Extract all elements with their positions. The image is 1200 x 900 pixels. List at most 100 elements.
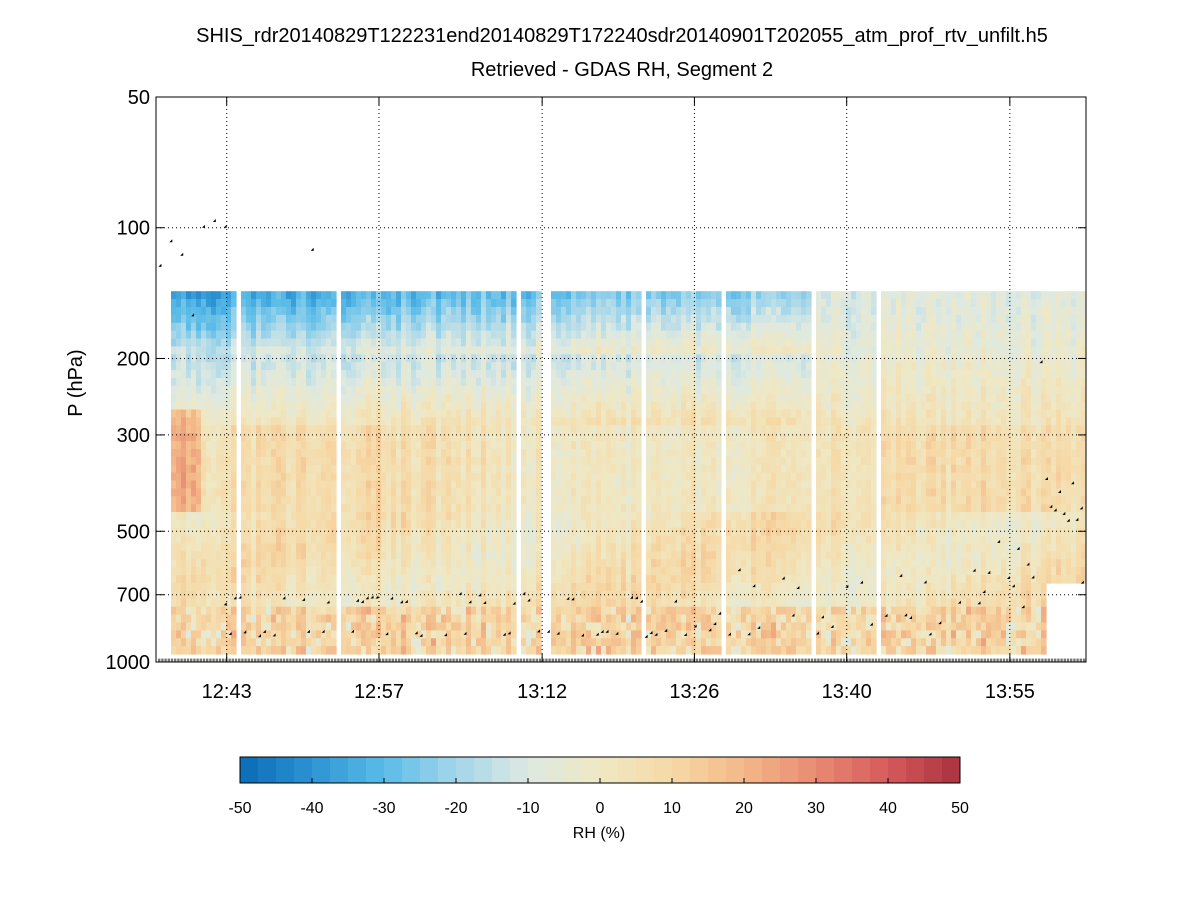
cloud-marker — [1080, 580, 1084, 584]
cloud-marker — [321, 629, 325, 633]
cloud-marker — [546, 629, 550, 633]
surface-marker — [350, 658, 353, 662]
surface-marker — [820, 658, 823, 662]
surface-marker — [1009, 658, 1012, 662]
surface-marker — [199, 658, 202, 662]
chart-title-line2: Retrieved - GDAS RH, Segment 2 — [471, 59, 773, 81]
surface-marker — [1015, 658, 1018, 662]
surface-marker — [628, 658, 631, 662]
surface-marker — [394, 658, 398, 662]
surface-marker — [526, 658, 529, 662]
cloud-marker — [923, 580, 927, 584]
surface-marker — [1038, 658, 1041, 662]
colorbar-tick-label: -30 — [372, 800, 395, 817]
surface-marker — [753, 658, 756, 662]
colorbar-segment — [456, 757, 475, 783]
colorbar-segment — [276, 757, 295, 783]
cloud-marker — [180, 252, 184, 256]
surface-marker — [260, 658, 263, 662]
surface-marker — [292, 658, 295, 662]
cloud-marker — [326, 600, 330, 604]
surface-marker — [810, 658, 814, 662]
colorbar-segment — [834, 757, 853, 783]
surface-marker — [804, 658, 807, 662]
surface-marker — [554, 658, 558, 662]
cloud-marker — [238, 595, 242, 599]
y-tick-label: 1000 — [106, 652, 151, 674]
surface-marker — [650, 658, 654, 662]
surface-marker — [282, 658, 286, 662]
surface-marker — [273, 658, 276, 662]
surface-marker — [407, 658, 410, 662]
surface-marker — [452, 658, 455, 662]
surface-marker — [494, 658, 497, 662]
surface-marker — [318, 658, 321, 662]
cloud-marker — [223, 224, 227, 228]
surface-marker — [740, 658, 743, 662]
surface-marker — [170, 658, 174, 662]
cloud-marker — [419, 633, 423, 637]
cloud-marker — [909, 616, 913, 620]
cloud-marker — [512, 601, 516, 605]
cloud-marker — [1016, 546, 1020, 550]
colorbar-segment — [780, 757, 799, 783]
surface-marker — [1002, 658, 1006, 662]
surface-marker — [823, 658, 826, 662]
colorbar-segment — [600, 757, 619, 783]
colorbar-tick-label: 40 — [879, 800, 897, 817]
surface-marker — [359, 658, 362, 662]
surface-marker — [887, 658, 890, 662]
colorbar-segment — [564, 757, 583, 783]
surface-marker — [420, 658, 423, 662]
surface-marker — [1070, 658, 1073, 662]
cloud-marker — [527, 598, 531, 602]
colorbar-label: RH (%) — [573, 825, 625, 842]
colorbar-segment — [690, 757, 709, 783]
surface-marker — [586, 658, 590, 662]
surface-marker — [750, 658, 753, 662]
surface-marker — [548, 658, 551, 662]
cloud-marker — [1031, 575, 1035, 579]
surface-marker — [321, 658, 324, 662]
surface-marker — [228, 658, 231, 662]
surface-marker — [186, 658, 190, 662]
surface-marker — [449, 658, 452, 662]
colorbar-segment — [924, 757, 943, 783]
surface-marker — [414, 658, 417, 662]
surface-marker — [657, 658, 660, 662]
cloud-marker — [605, 629, 609, 633]
surface-marker — [257, 658, 260, 662]
surface-marker — [1006, 658, 1009, 662]
colorbar-segment — [330, 757, 349, 783]
surface-marker — [714, 658, 718, 662]
cloud-marker — [458, 592, 462, 596]
cloud-marker — [404, 599, 408, 603]
surface-marker — [388, 658, 391, 662]
colorbar-tick-label: 30 — [807, 800, 825, 817]
cloud-marker — [306, 629, 310, 633]
surface-marker — [935, 658, 938, 662]
surface-marker — [734, 658, 737, 662]
surface-marker — [385, 658, 388, 662]
surface-marker — [1073, 658, 1076, 662]
surface-marker — [167, 658, 170, 662]
surface-marker — [919, 658, 922, 662]
surface-marker — [926, 658, 929, 662]
colorbar-segment — [798, 757, 817, 783]
surface-marker — [484, 658, 487, 662]
cloud-marker — [483, 601, 487, 605]
surface-marker — [202, 658, 206, 662]
surface-marker — [967, 658, 970, 662]
y-axis: 50 100 200 300 500 700 1000 — [106, 87, 1086, 674]
surface-marker — [462, 658, 465, 662]
surface-marker — [593, 658, 596, 662]
cloud-marker — [693, 624, 697, 628]
surface-marker — [436, 658, 439, 662]
cloud-marker — [302, 597, 306, 601]
surface-marker — [970, 658, 974, 662]
surface-marker — [250, 658, 254, 662]
cloud-marker — [982, 590, 986, 594]
cloud-marker — [502, 632, 506, 636]
surface-marker — [922, 658, 926, 662]
y-axis-label: P (hPa) — [65, 349, 87, 416]
